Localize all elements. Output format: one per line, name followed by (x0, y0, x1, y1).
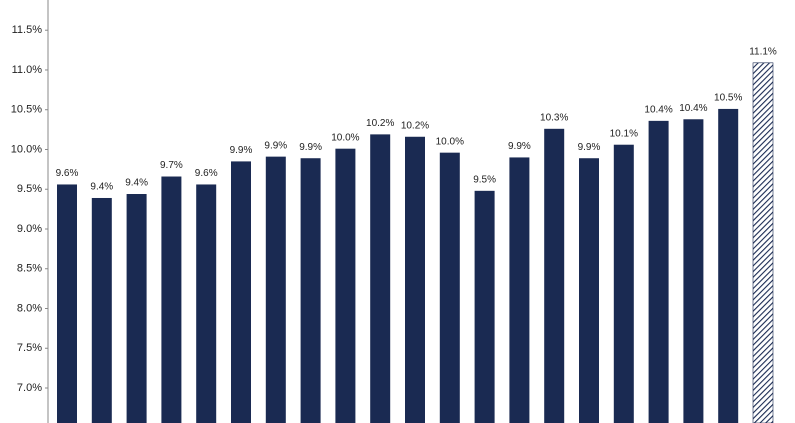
bar (196, 184, 217, 423)
y-tick-label: 10.0% (11, 143, 42, 155)
bar (126, 194, 147, 423)
bar (370, 134, 391, 423)
value-label: 10.2% (401, 120, 429, 131)
value-label: 10.0% (436, 136, 464, 147)
y-tick-label: 11.5% (12, 24, 43, 36)
y-tick-label: 8.5% (17, 263, 42, 275)
bar (405, 136, 425, 423)
y-tick-label: 10.5% (11, 104, 42, 116)
value-label: 10.1% (610, 128, 638, 139)
bar (579, 158, 599, 423)
value-label: 9.9% (299, 142, 322, 153)
y-tick-label: 9.0% (17, 223, 42, 235)
bar (439, 152, 460, 423)
value-label: 9.6% (195, 168, 218, 179)
value-label: 9.4% (90, 182, 113, 193)
value-label: 9.7% (160, 160, 183, 171)
bar (300, 158, 321, 423)
bar (613, 144, 634, 423)
value-label: 10.0% (331, 132, 359, 143)
y-tick-label: 7.0% (17, 382, 42, 394)
value-label: 9.5% (473, 174, 496, 185)
y-tick-label: 9.5% (17, 183, 42, 195)
y-tick-label: 11.0% (12, 64, 43, 76)
bar (544, 128, 565, 423)
bar (648, 120, 669, 423)
value-label: 11.1% (749, 46, 777, 57)
bar (718, 108, 739, 423)
bar (474, 190, 495, 423)
y-tick-label: 8.0% (17, 302, 42, 314)
value-label: 9.9% (230, 145, 253, 156)
value-label: 9.4% (125, 178, 148, 189)
value-label: 9.9% (264, 140, 287, 151)
bar (161, 176, 182, 423)
bar (231, 161, 251, 423)
value-label: 10.2% (366, 118, 394, 129)
bar (91, 197, 112, 423)
value-label: 9.9% (578, 142, 601, 153)
value-label: 10.5% (714, 93, 742, 104)
value-label: 10.4% (679, 103, 707, 114)
y-tick-label: 7.5% (17, 342, 42, 354)
bar (752, 62, 774, 423)
value-label: 10.4% (644, 104, 672, 115)
value-label: 9.9% (508, 141, 531, 152)
bar (57, 184, 77, 423)
bar (683, 119, 704, 423)
value-label: 9.6% (56, 168, 79, 179)
value-label: 10.3% (540, 112, 568, 123)
bar (509, 157, 530, 423)
bar (265, 156, 286, 423)
bar (335, 148, 356, 423)
